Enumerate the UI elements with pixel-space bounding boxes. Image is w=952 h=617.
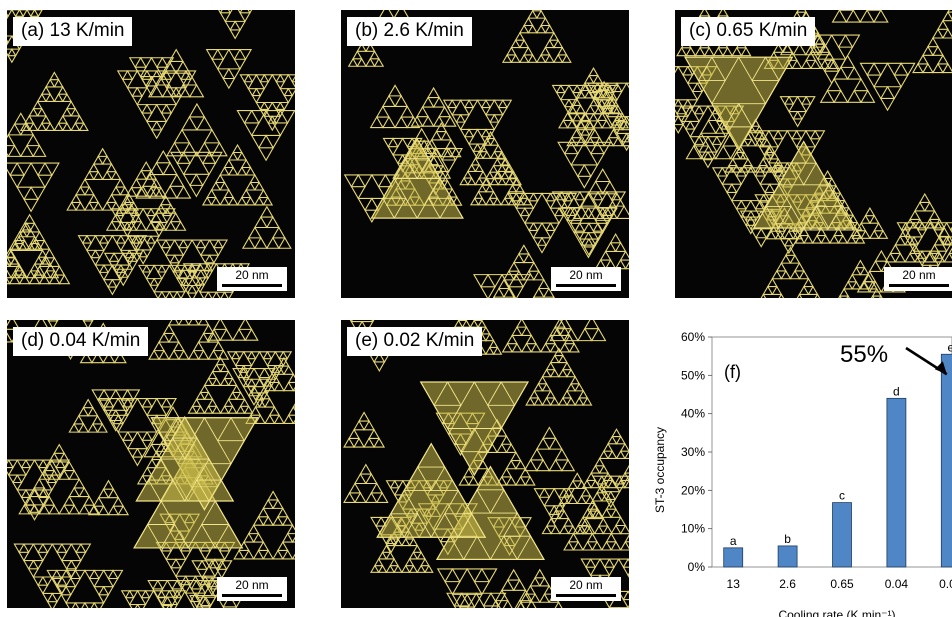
y-tick-label: 0% [688,560,706,574]
x-axis-title: Cooling rate (K min⁻¹) [778,608,895,617]
bar-label: c [839,489,845,503]
annotation-arrow-head [934,361,947,375]
scale-bar-a: 20 nm [217,267,287,291]
panel-label-d: (d) 0.04 K/min [13,327,149,356]
panel-label-b: (b) 2.6 K/min [347,17,472,46]
scale-bar-e: 20 nm [551,577,621,601]
bar-c [832,502,852,568]
scale-bar-text-b: 20 nm [569,268,603,282]
stm-image-e [343,320,629,608]
panel-label-e: (e) 0.02 K/min [347,327,483,356]
stm-image-a [7,10,295,298]
bar-a [723,547,744,568]
stm-panel-c: (c) 0.65 K/min 20 nm [675,10,952,298]
bar-b [777,545,798,568]
stm-panel-e: (e) 0.02 K/min 20 nm [341,320,629,608]
panel-label-a: (a) 13 K/min [13,17,133,46]
scale-bar-text-d: 20 nm [235,578,269,592]
stm-panel-d: (d) 0.04 K/min 20 nm [7,320,295,608]
y-tick-label: 10% [681,522,705,536]
scale-bar-text-c: 20 nm [902,268,936,282]
x-tick-label: 0.65 [830,577,854,591]
x-tick-label: 0.04 [885,577,909,591]
x-tick-label: 2.6 [779,577,796,591]
bar-label: d [893,384,900,398]
stm-panel-b: (b) 2.6 K/min 20 nm [341,10,629,298]
y-tick-label: 40% [681,407,705,421]
stm-image-d [7,320,295,608]
bar-e [940,353,952,568]
occupancy-bar-chart: (f) ST-3 occupancy Cooling rate (K min⁻¹… [653,330,952,617]
scale-bar-d: 20 nm [217,577,287,601]
scale-bar-text-a: 20 nm [235,268,269,282]
panel-label-c: (c) 0.65 K/min [681,17,816,46]
bar-label: e [947,340,952,354]
scale-bar-b: 20 nm [551,267,621,291]
scale-bar-c: 20 nm [884,267,952,291]
bar-label: b [784,532,791,546]
stm-image-c [675,10,952,298]
y-axis-title: ST-3 occupancy [653,427,667,513]
scale-bar-text-e: 20 nm [569,578,603,592]
bar-label: a [730,534,737,548]
bar-d [886,397,907,568]
plot-frame [711,336,952,568]
y-tick-label: 60% [681,330,705,344]
y-tick-label: 50% [681,368,705,382]
x-tick-label: 13 [727,577,741,591]
x-tick-label: 0.02 [939,577,952,591]
stm-image-b [343,10,629,298]
stm-panel-a: (a) 13 K/min 20 nm [7,10,295,298]
y-tick-label: 30% [681,445,705,459]
y-tick-label: 20% [681,483,705,497]
chart-panel-label: (f) [724,362,741,382]
annotation-text: 55% [840,341,888,368]
